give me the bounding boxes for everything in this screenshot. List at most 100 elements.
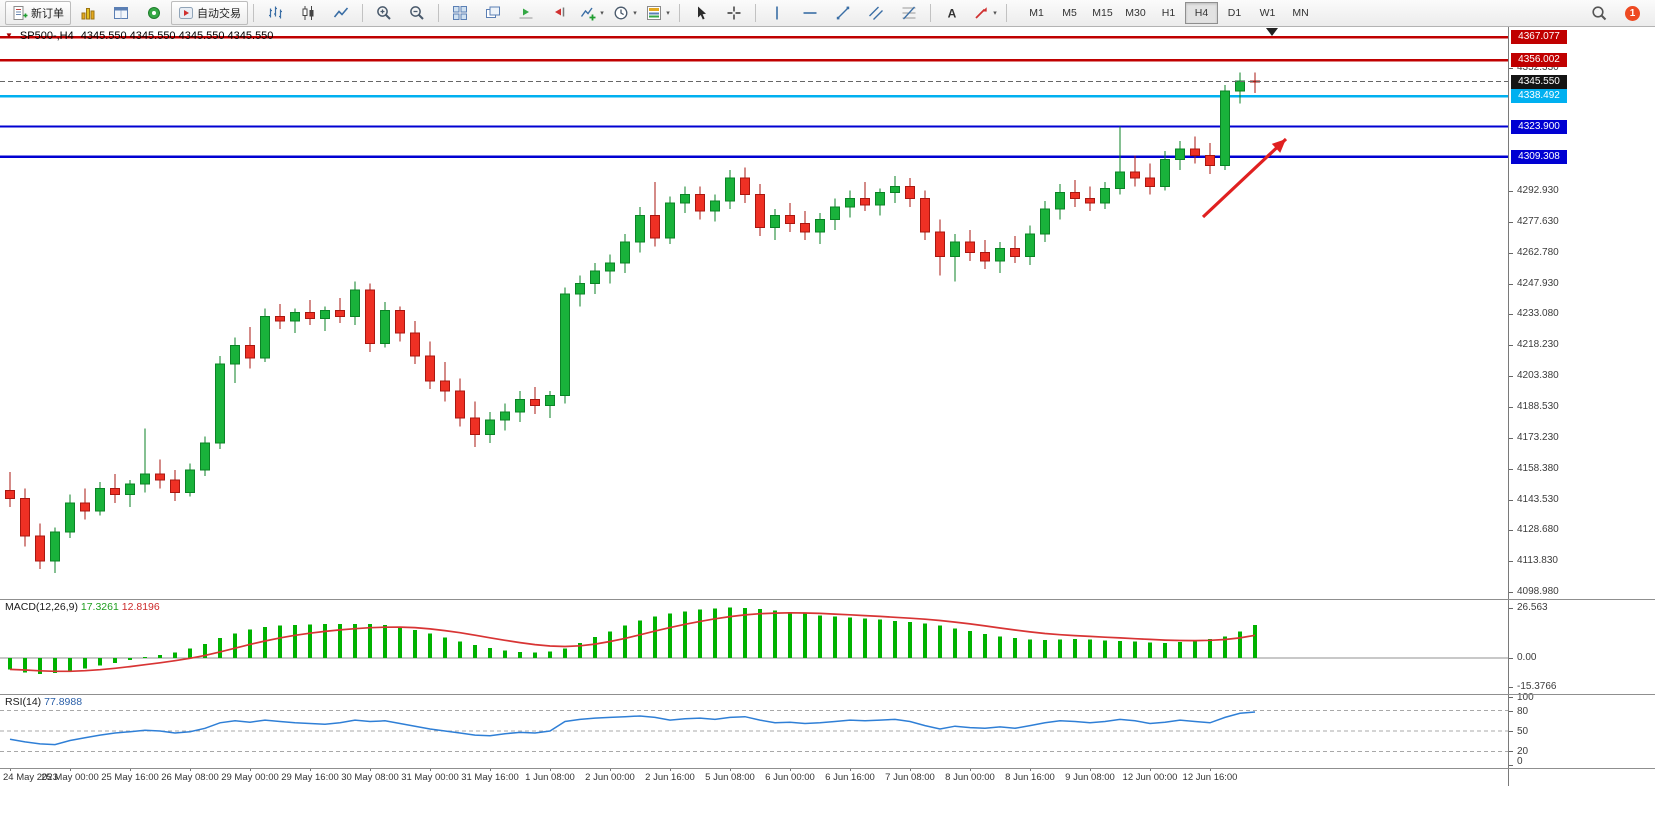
- pane-splitter[interactable]: [0, 694, 1655, 695]
- market-watch-icon: [81, 8, 95, 20]
- timeframe-H1[interactable]: H1: [1161, 7, 1176, 19]
- timeframe-MN[interactable]: MN: [1292, 7, 1309, 19]
- time-label: 24 May 2023: [3, 772, 58, 783]
- crosshair-button[interactable]: [718, 1, 750, 25]
- price-axis[interactable]: 4352.330 4292.930 4277.630 4262.780 4247.930…: [1508, 27, 1655, 786]
- axis-tick-mark: [1509, 710, 1513, 712]
- indicators-button[interactable]: ▾: [576, 1, 608, 25]
- cursor-button[interactable]: [685, 1, 717, 25]
- text-tool-button[interactable]: A: [936, 1, 968, 25]
- timeframe-H4[interactable]: H4: [1185, 2, 1218, 24]
- line-chart-button[interactable]: [325, 1, 357, 25]
- timeframe-M5[interactable]: M5: [1062, 7, 1077, 19]
- time-tick: [910, 768, 911, 771]
- candle: [1175, 140, 1185, 170]
- time-tick: [1150, 768, 1151, 771]
- price-tick-label: 4158.380: [1517, 462, 1559, 474]
- candle: [500, 403, 510, 431]
- current-price-badge: 4345.550: [1511, 74, 1567, 89]
- candle: [1010, 235, 1020, 263]
- pane-splitter[interactable]: [0, 599, 1655, 600]
- price-tick-label: 4098.980: [1517, 585, 1559, 597]
- arrows-button[interactable]: ▾: [969, 1, 1001, 25]
- chart-shift-button[interactable]: [543, 1, 575, 25]
- candle: [935, 219, 945, 276]
- search-icon: [1592, 6, 1607, 21]
- time-tick: [610, 768, 611, 771]
- data-window-button[interactable]: [105, 1, 137, 25]
- new-order-button[interactable]: 新订单: [5, 1, 71, 25]
- axis-tick-mark: [1509, 252, 1513, 254]
- price-tick-label: 4233.080: [1517, 308, 1559, 320]
- candle: [515, 391, 525, 423]
- rsi-value: 77.8988: [44, 696, 83, 708]
- zoom-in-button[interactable]: [368, 1, 400, 25]
- fibonacci-button[interactable]: [893, 1, 925, 25]
- trendline-button[interactable]: [827, 1, 859, 25]
- macd-pane[interactable]: MACD(12,26,9) 17.3261 12.8196: [0, 599, 1508, 694]
- candle-chart-button[interactable]: [292, 1, 324, 25]
- bar-chart-button[interactable]: [259, 1, 291, 25]
- candle: [80, 488, 90, 520]
- zoom-out-button[interactable]: [401, 1, 433, 25]
- price-level-badge: 4338.492: [1511, 89, 1567, 104]
- time-tick: [250, 768, 251, 771]
- candle: [185, 463, 195, 497]
- cascade-windows-button[interactable]: [477, 1, 509, 25]
- horizontal-line-button[interactable]: [794, 1, 826, 25]
- candle: [5, 471, 15, 508]
- svg-text:A: A: [948, 7, 957, 21]
- candle: [575, 275, 585, 307]
- timeframe-M1[interactable]: M1: [1029, 7, 1044, 19]
- candle: [215, 355, 225, 450]
- candle: [485, 411, 495, 443]
- price-pane[interactable]: ▼ SP500-,H4 4345.550 4345.550 4345.550 4…: [0, 27, 1508, 599]
- macd-name: MACD(12,26,9): [5, 601, 78, 613]
- timeframe-M15[interactable]: M15: [1092, 7, 1113, 19]
- price-tick-label: 4277.630: [1517, 216, 1559, 228]
- chart-symbol-dropdown-icon[interactable]: ▼: [5, 31, 13, 40]
- annotation-arrow[interactable]: [1201, 137, 1288, 219]
- templates-button[interactable]: ▾: [642, 1, 674, 25]
- candle: [800, 211, 810, 241]
- auto-scroll-button[interactable]: [510, 1, 542, 25]
- periods-dropdown-caret[interactable]: ▾: [633, 9, 637, 17]
- time-tick: [310, 768, 311, 771]
- periods-button[interactable]: ▾: [609, 1, 641, 25]
- timeframe-M30[interactable]: M30: [1125, 7, 1146, 19]
- price-tick-label: 4292.930: [1517, 184, 1559, 196]
- candle: [1145, 163, 1155, 195]
- time-label: 8 Jun 16:00: [1005, 772, 1055, 783]
- candle: [920, 190, 930, 241]
- candle: [335, 298, 345, 323]
- candle: [770, 209, 780, 241]
- templates-dropdown-caret[interactable]: ▾: [666, 9, 670, 17]
- axis-tick-mark: [1509, 406, 1513, 408]
- time-axis[interactable]: 24 May 2023 25 May 00:00 25 May 16:00 26 Ma…: [0, 768, 1508, 786]
- autotrading-button[interactable]: 自动交易: [171, 1, 248, 25]
- candle: [650, 182, 660, 247]
- axis-tick-mark: [1509, 345, 1513, 347]
- vertical-line-button[interactable]: [761, 1, 793, 25]
- candle: [20, 488, 30, 547]
- search-button[interactable]: [1583, 1, 1615, 25]
- timeframe-W1[interactable]: W1: [1259, 7, 1276, 19]
- price-tick-label: 4352.330: [1517, 61, 1559, 73]
- rsi-pane[interactable]: RSI(14) 77.8988: [0, 694, 1508, 768]
- price-level-badge: 4309.308: [1511, 149, 1567, 164]
- chart-shift-marker[interactable]: [1266, 28, 1278, 36]
- candle: [155, 459, 165, 489]
- axis-tick-mark: [1509, 190, 1513, 192]
- candle: [1055, 184, 1065, 220]
- bar-chart-icon: [269, 6, 282, 19]
- market-watch-button[interactable]: [72, 1, 104, 25]
- channel-button[interactable]: [860, 1, 892, 25]
- notification-badge[interactable]: 1: [1625, 5, 1640, 21]
- candle: [890, 175, 900, 203]
- tile-windows-button[interactable]: [444, 1, 476, 25]
- indicators-dropdown-caret[interactable]: ▾: [600, 9, 604, 17]
- navigator-button[interactable]: [138, 1, 170, 25]
- arrows-dropdown-caret[interactable]: ▾: [993, 9, 997, 17]
- timeframe-D1[interactable]: D1: [1227, 7, 1242, 19]
- candle: [200, 436, 210, 476]
